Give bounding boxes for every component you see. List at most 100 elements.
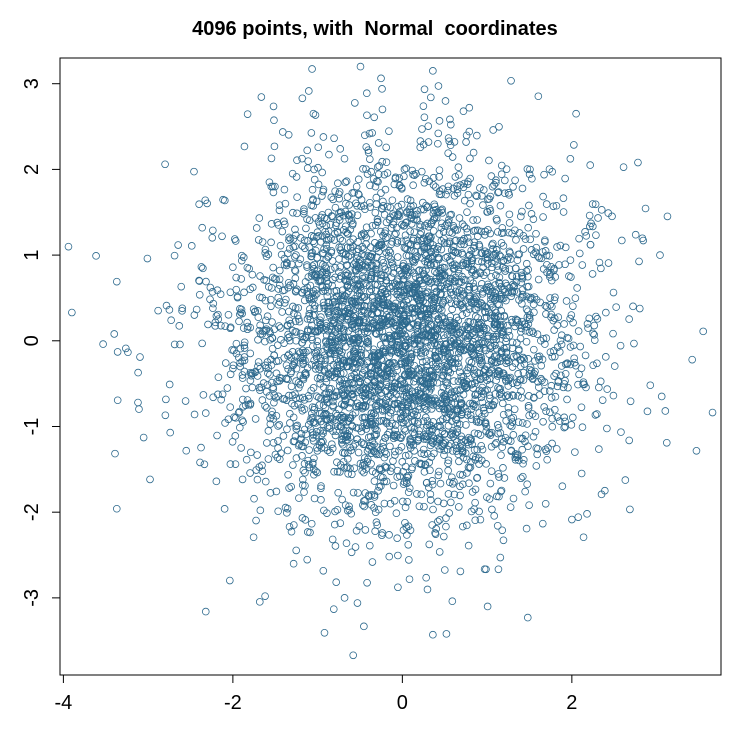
data-point xyxy=(400,371,409,379)
data-point xyxy=(468,379,476,388)
data-point xyxy=(402,264,411,272)
data-point xyxy=(270,325,279,334)
data-point xyxy=(446,336,455,345)
data-point xyxy=(370,477,379,485)
data-point xyxy=(223,384,232,392)
data-point xyxy=(298,406,307,415)
data-point xyxy=(525,315,534,324)
data-point xyxy=(417,377,426,385)
data-point xyxy=(521,326,530,335)
data-point xyxy=(513,316,521,325)
data-point xyxy=(335,321,344,330)
data-point xyxy=(454,359,462,367)
data-point xyxy=(419,445,428,454)
data-point xyxy=(453,419,462,428)
data-point xyxy=(64,242,73,251)
data-point xyxy=(488,182,497,191)
data-point xyxy=(481,227,490,236)
data-point xyxy=(293,421,302,430)
data-point xyxy=(325,424,334,433)
data-point xyxy=(470,244,478,252)
data-point xyxy=(519,472,527,481)
data-point xyxy=(522,323,531,331)
data-point xyxy=(625,315,633,323)
data-point xyxy=(404,488,413,497)
data-point xyxy=(220,505,229,513)
data-point xyxy=(527,210,536,218)
data-point xyxy=(297,442,306,451)
data-point xyxy=(401,503,410,512)
data-point xyxy=(274,392,283,401)
data-point xyxy=(501,176,509,185)
data-point xyxy=(641,204,650,213)
data-point xyxy=(440,451,448,459)
data-point xyxy=(303,555,312,564)
data-point xyxy=(430,261,439,270)
data-point xyxy=(332,427,341,435)
data-point xyxy=(656,251,664,259)
data-point xyxy=(454,163,463,172)
data-point xyxy=(367,418,375,426)
data-point xyxy=(496,201,505,210)
data-point xyxy=(389,263,398,272)
y-tick-label: 1 xyxy=(21,250,43,261)
data-point xyxy=(305,312,313,320)
data-point xyxy=(328,281,336,290)
data-point xyxy=(518,290,527,299)
data-point xyxy=(338,495,346,504)
data-point xyxy=(360,468,368,477)
data-point xyxy=(342,464,351,472)
data-point xyxy=(232,339,241,348)
data-point xyxy=(378,398,387,407)
data-point xyxy=(526,363,535,372)
data-point xyxy=(492,438,501,447)
data-point xyxy=(413,345,422,354)
data-point xyxy=(546,273,554,281)
data-point xyxy=(319,185,328,194)
data-point xyxy=(294,441,303,450)
data-point xyxy=(601,353,610,361)
data-point xyxy=(366,287,374,296)
data-point xyxy=(540,403,548,411)
data-point xyxy=(550,352,559,361)
data-point xyxy=(419,102,428,110)
data-point xyxy=(271,182,279,191)
data-point xyxy=(354,301,362,310)
data-point xyxy=(494,372,502,380)
data-point xyxy=(430,449,438,458)
data-point xyxy=(459,259,468,267)
data-point xyxy=(424,245,432,253)
data-point xyxy=(364,339,372,348)
data-point xyxy=(413,490,421,498)
data-point xyxy=(499,242,508,250)
data-point xyxy=(367,413,376,421)
data-point xyxy=(470,238,479,247)
data-point xyxy=(323,303,332,311)
data-point xyxy=(402,251,411,260)
data-point xyxy=(361,279,369,287)
data-point xyxy=(373,163,382,171)
data-point xyxy=(356,358,364,367)
data-point xyxy=(261,296,270,305)
data-point xyxy=(347,339,355,348)
data-point xyxy=(547,393,556,402)
data-point xyxy=(356,374,364,383)
data-point xyxy=(409,441,418,449)
data-point xyxy=(385,422,394,430)
data-point xyxy=(343,362,351,371)
data-point xyxy=(309,431,318,439)
data-point xyxy=(268,378,276,387)
data-point xyxy=(351,275,359,284)
data-point xyxy=(487,273,496,281)
data-point xyxy=(499,464,507,472)
data-point xyxy=(494,424,503,432)
data-point xyxy=(421,174,430,183)
data-point xyxy=(313,444,321,452)
data-point xyxy=(368,129,376,137)
data-point xyxy=(452,329,460,337)
data-point xyxy=(515,375,524,384)
data-point xyxy=(176,340,184,349)
data-point xyxy=(334,488,343,497)
data-point xyxy=(309,237,318,246)
data-point xyxy=(434,471,443,480)
